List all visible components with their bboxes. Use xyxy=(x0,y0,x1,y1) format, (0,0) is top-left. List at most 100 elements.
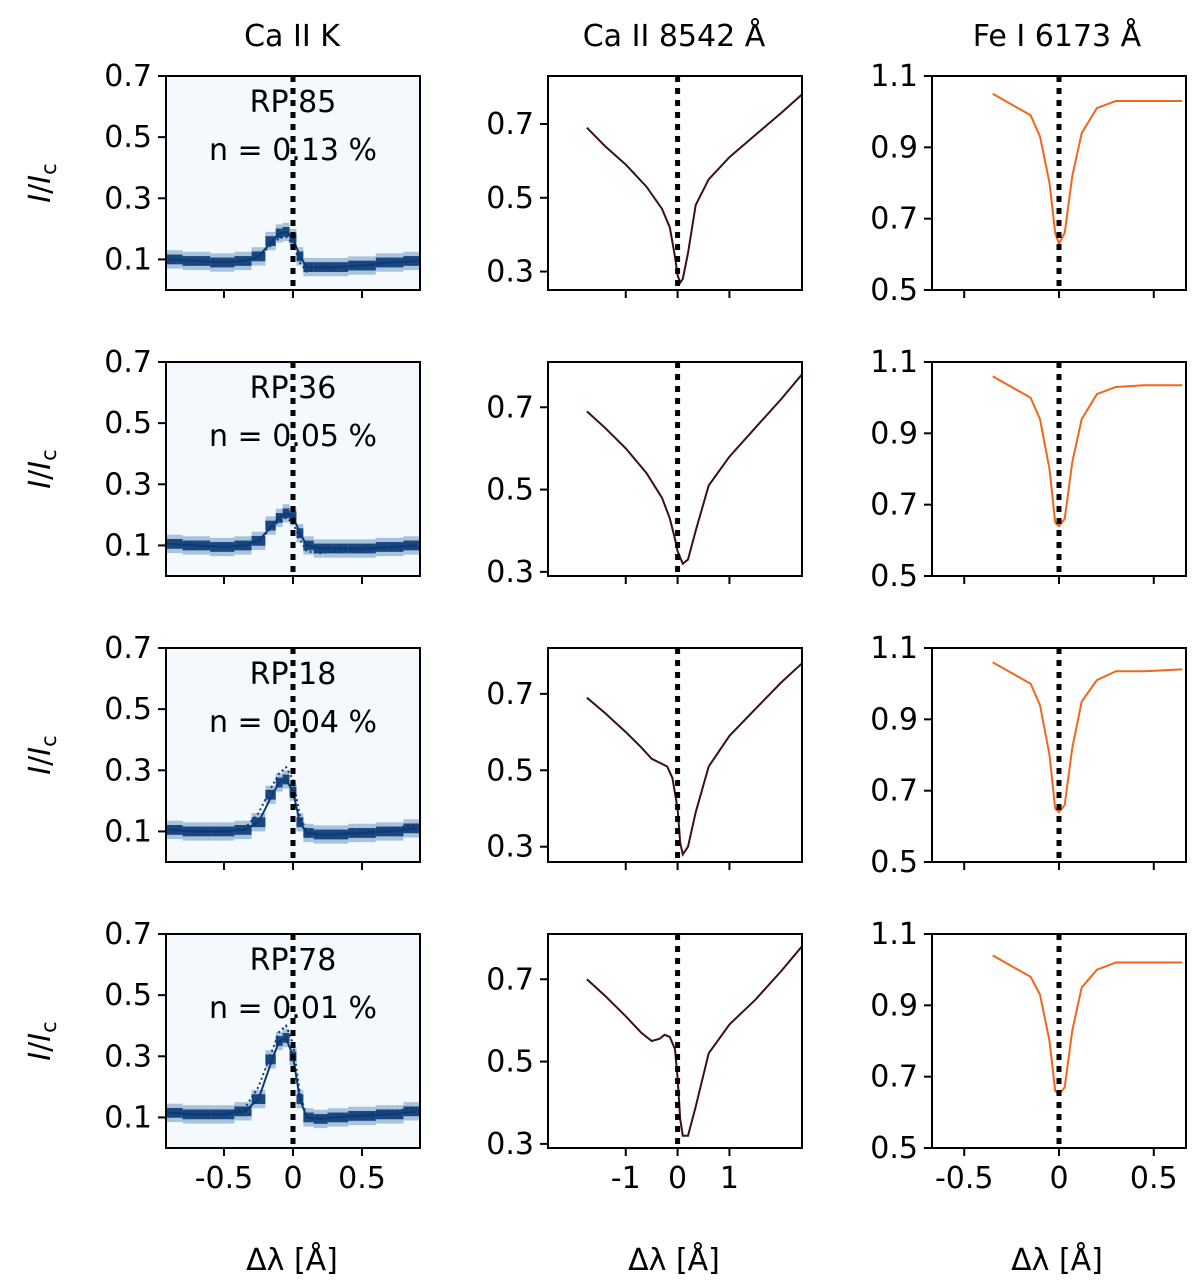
profile-line xyxy=(992,92,1183,247)
y-tick-label: 0.9 xyxy=(870,416,918,451)
y-tick-label: 0.3 xyxy=(104,467,152,502)
y-tick-label: 0.3 xyxy=(486,1127,534,1162)
y-tick-label: 0.7 xyxy=(104,345,152,380)
panel-ca-ii-k-row-4-plot-area xyxy=(166,934,420,1148)
fraction-label: n = 0.01 % xyxy=(209,991,377,1026)
reference-profile-dotted-line xyxy=(168,235,418,273)
y-tick-label: 1.1 xyxy=(870,631,918,666)
x-tick-label: 1 xyxy=(720,1161,739,1196)
x-tick-label: 0.5 xyxy=(338,1161,386,1196)
y-tick-label: 0.5 xyxy=(870,273,918,308)
y-tick-label: 1.1 xyxy=(870,917,918,952)
y-tick-label: 0.5 xyxy=(104,120,152,155)
x-tick-label: 0.5 xyxy=(1130,1161,1178,1196)
col-title-fe-i-6173: Fe I 6173 Å xyxy=(973,18,1142,54)
fraction-label: n = 0.05 % xyxy=(209,419,377,454)
y-axis-label-row-1: I/Ic xyxy=(23,163,61,202)
y-tick-label: 0.3 xyxy=(104,753,152,788)
y-axis-label-row-4: I/Ic xyxy=(23,1021,61,1060)
heatmap-background xyxy=(166,648,420,862)
y-tick-label: 0.1 xyxy=(104,1100,152,1135)
y-tick-label: 0.5 xyxy=(870,1131,918,1166)
y-axis-label-row-2: I/Ic xyxy=(23,449,61,488)
profile-line xyxy=(586,373,802,566)
x-tick-label: 0 xyxy=(668,1161,687,1196)
panel-ca-ii-k-row-1: RP 85 n = 0.13 % 0.1 0.3 0.5 0.7 xyxy=(104,59,421,298)
y-tick-label: 0.9 xyxy=(870,702,918,737)
y-tick-label: 0.1 xyxy=(104,814,152,849)
panel-ca-ii-k-row-4: RP 78 n = 0.01 % 0.1 0.3 0.5 0.7 -0.5 0 0.5 xyxy=(104,917,421,1196)
y-tick-label: 1.1 xyxy=(870,59,918,94)
y-tick-label: 0.7 xyxy=(104,631,152,666)
x-axis-label-fe-i-6173: Δλ [Å] xyxy=(1011,1242,1103,1278)
y-tick-label: 0.5 xyxy=(870,845,918,880)
panel-fe-i-6173-row-2: 0.5 0.7 0.9 1.1 xyxy=(870,345,1187,594)
x-axis-label-ca-ii-8542: Δλ [Å] xyxy=(628,1242,720,1278)
x-tick-label: -0.5 xyxy=(935,1161,994,1196)
y-tick-label: 0.3 xyxy=(486,830,534,865)
profile-line xyxy=(586,662,802,857)
reference-profile-dotted-line xyxy=(168,765,418,836)
panel-ca-ii-k-row-3-plot-area xyxy=(166,648,420,862)
profile-line xyxy=(586,945,802,1137)
x-tick-label: 0 xyxy=(1049,1161,1068,1196)
y-tick-label: 0.7 xyxy=(104,917,152,952)
y-tick-label: 0.5 xyxy=(486,753,534,788)
y-tick-label: 0.7 xyxy=(486,962,534,997)
heatmap-cell-core xyxy=(265,520,276,531)
reference-profile-dotted-line xyxy=(168,516,418,555)
heatmap-cell-core xyxy=(265,789,276,800)
y-tick-label: 0.3 xyxy=(486,555,534,590)
axes-frame xyxy=(547,361,803,577)
panel-ca-ii-k-row-2-plot-area xyxy=(166,362,420,576)
rp-label: RP 85 xyxy=(250,85,337,120)
x-axis-label-ca-ii-k: Δλ [Å] xyxy=(246,1242,338,1278)
panel-ca-ii-8542-row-2-plot-area xyxy=(586,373,802,566)
panel-fe-i-6173-row-4-plot-area xyxy=(992,954,1183,1096)
y-tick-label: 0.5 xyxy=(104,978,152,1013)
panel-fe-i-6173-row-2-plot-area xyxy=(992,375,1183,528)
fraction-label: n = 0.13 % xyxy=(209,133,377,168)
y-tick-label: 0.9 xyxy=(870,988,918,1023)
y-tick-label: 0.7 xyxy=(870,202,918,237)
y-tick-label: 0.5 xyxy=(486,181,534,216)
y-tick-label: 0.5 xyxy=(870,559,918,594)
heatmap-background xyxy=(166,362,420,576)
column-titles: Ca II K Ca II 8542 Å Fe I 6173 Å xyxy=(244,18,1142,54)
panel-ca-ii-k-row-1-plot-area xyxy=(166,76,420,290)
panel-ca-ii-8542-row-4-plot-area xyxy=(586,945,802,1137)
panel-ca-ii-8542-row-2: 0.3 0.5 0.7 xyxy=(486,361,803,590)
profile-line xyxy=(992,661,1183,814)
col-title-ca-ii-k: Ca II K xyxy=(244,19,341,54)
y-tick-label: 0.7 xyxy=(870,488,918,523)
axes-frame xyxy=(547,647,803,863)
y-tick-label: 0.1 xyxy=(104,242,152,277)
panel-grid: I/Ic I/Ic I/Ic I/Ic RP 85 n = 0.13 % 0.1 0.3 0.5… xyxy=(23,59,1187,1196)
y-tick-label: 0.7 xyxy=(486,677,534,712)
panel-ca-ii-8542-row-1-plot-area xyxy=(586,93,802,285)
axes-frame xyxy=(547,75,803,291)
heatmap-cell-core xyxy=(265,1054,276,1065)
y-tick-label: 1.1 xyxy=(870,345,918,380)
panel-ca-ii-8542-row-1: 0.3 0.5 0.7 xyxy=(486,75,803,298)
heatmap-cell-core xyxy=(265,236,276,246)
rp-label: RP 36 xyxy=(250,371,337,406)
y-tick-label: 0.3 xyxy=(486,255,534,290)
y-tick-label: 0.7 xyxy=(870,1060,918,1095)
y-axis-label-row-3: I/Ic xyxy=(23,735,61,774)
y-tick-label: 0.5 xyxy=(104,692,152,727)
panel-fe-i-6173-row-1: 0.5 0.7 0.9 1.1 xyxy=(870,59,1187,308)
y-tick-label: 0.7 xyxy=(104,59,152,94)
y-tick-label: 0.5 xyxy=(486,473,534,508)
y-tick-label: 0.7 xyxy=(486,390,534,425)
rp-label: RP 78 xyxy=(250,943,337,978)
profile-line xyxy=(992,375,1183,528)
y-tick-label: 0.3 xyxy=(104,181,152,216)
y-tick-label: 0.5 xyxy=(486,1045,534,1080)
col-title-ca-ii-8542: Ca II 8542 Å xyxy=(583,18,766,54)
x-tick-label: -1 xyxy=(611,1161,641,1196)
profile-line xyxy=(586,93,802,285)
panel-ca-ii-8542-row-3-plot-area xyxy=(586,662,802,857)
panel-fe-i-6173-row-1-plot-area xyxy=(992,92,1183,247)
